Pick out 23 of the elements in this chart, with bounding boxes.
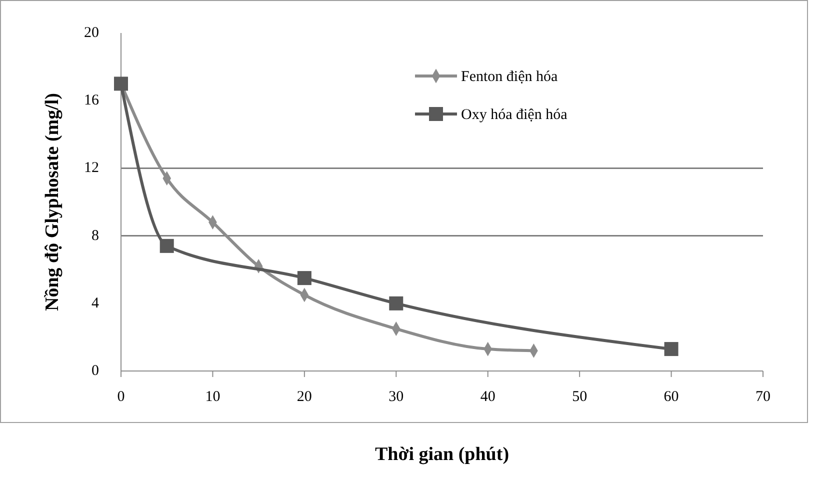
y-tick-label: 16: [84, 92, 100, 109]
y-tick-label: 0: [92, 363, 99, 379]
x-tick-label: 30: [388, 389, 404, 405]
point: [114, 76, 128, 91]
x-tick-label: 60: [664, 389, 679, 405]
point: [664, 342, 678, 356]
legend-label: Oxy hóa điện hóa: [461, 107, 568, 123]
x-axis-title: Thời gian (phút): [374, 444, 510, 465]
y-tick-label: 20: [84, 25, 99, 41]
x-tick-label: 10: [205, 389, 220, 405]
x-tick-label: 0: [117, 389, 125, 405]
x-tick-label: 70: [756, 389, 770, 405]
x-tick-label: 20: [296, 389, 312, 405]
x-tick-label: 40: [480, 389, 496, 405]
legend-label: Fenton điện hóa: [461, 69, 558, 85]
y-tick-label: 4: [92, 295, 100, 312]
y-axis-title: Nồng độ Glyphosate (mg/l): [42, 93, 63, 311]
x-tick-label: 50: [572, 389, 588, 405]
point: [160, 238, 174, 253]
y-tick-label: 8: [92, 228, 99, 244]
point: [297, 271, 312, 286]
point: [389, 296, 404, 310]
y-tick-label: 12: [84, 160, 99, 176]
